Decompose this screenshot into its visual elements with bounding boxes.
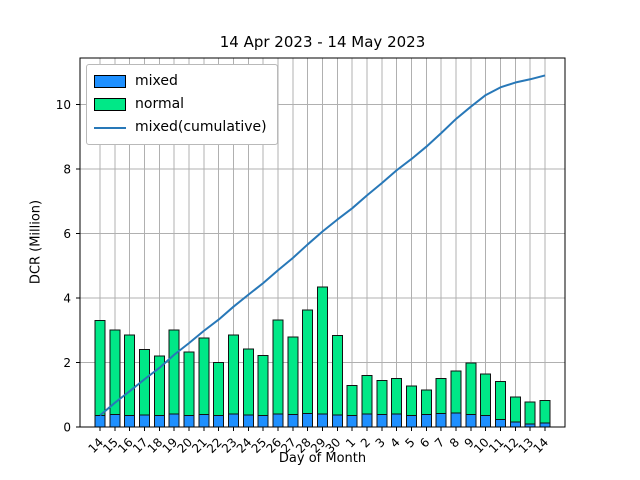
cumulative-line xyxy=(99,74,546,417)
svg-text:1: 1 xyxy=(343,435,358,450)
svg-text:4: 4 xyxy=(387,435,402,450)
legend: mixed normal mixed(cumulative) xyxy=(86,64,278,145)
svg-text:2: 2 xyxy=(358,435,373,450)
svg-text:10: 10 xyxy=(56,98,71,112)
svg-text:2: 2 xyxy=(63,356,71,370)
y-axis-label: DCR (Million) xyxy=(28,199,44,285)
tick-marks xyxy=(76,103,546,431)
svg-text:3: 3 xyxy=(373,435,388,450)
x-axis-label: Day of Month xyxy=(278,451,367,466)
y-tick-labels: 0 2 4 6 8 10 xyxy=(56,98,71,435)
cumulative-line-swatch-icon xyxy=(94,126,126,129)
chart-title: 14 Apr 2023 - 14 May 2023 xyxy=(219,33,426,51)
legend-label-cumulative: mixed(cumulative) xyxy=(135,119,267,135)
svg-text:7: 7 xyxy=(432,435,447,450)
svg-text:6: 6 xyxy=(63,227,71,241)
svg-text:8: 8 xyxy=(447,435,462,450)
plot-border xyxy=(79,57,566,428)
svg-text:0: 0 xyxy=(63,421,71,435)
svg-text:8: 8 xyxy=(63,162,71,176)
svg-text:4: 4 xyxy=(63,291,71,305)
bars xyxy=(94,286,551,428)
svg-text:6: 6 xyxy=(417,435,432,450)
svg-text:5: 5 xyxy=(402,435,417,450)
mixed-swatch-icon xyxy=(94,75,126,88)
legend-item-normal: normal xyxy=(94,93,267,116)
legend-label-normal: normal xyxy=(135,96,185,112)
legend-item-cumulative: mixed(cumulative) xyxy=(94,116,267,139)
normal-swatch-icon xyxy=(94,98,126,111)
legend-item-mixed: mixed xyxy=(94,70,267,93)
legend-label-mixed: mixed xyxy=(135,73,178,89)
